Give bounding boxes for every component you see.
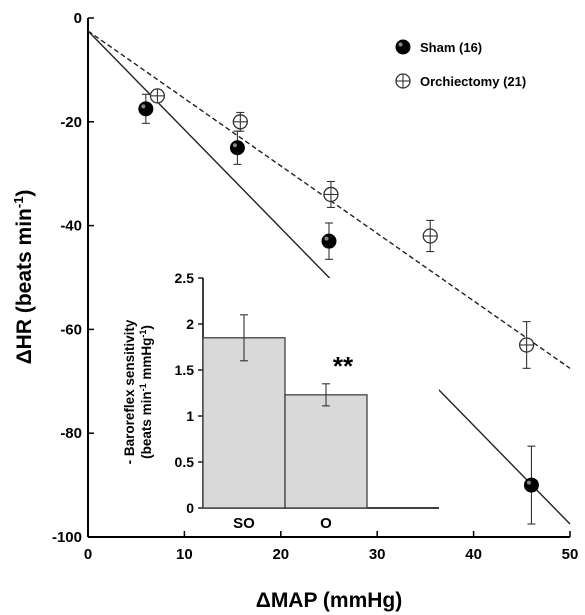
x-tick-label: 50 bbox=[562, 546, 579, 563]
x-tick-label: 10 bbox=[176, 546, 193, 563]
x-tick-label: 20 bbox=[272, 546, 289, 563]
legend-marker-crossed-circle bbox=[395, 73, 411, 89]
x-tick-label: 40 bbox=[465, 546, 482, 563]
y-tick-label: -20 bbox=[60, 114, 82, 131]
x-ticks: 0 10 20 30 40 50 bbox=[84, 531, 579, 563]
inset-bar-o bbox=[284, 394, 368, 509]
inset-error-bar bbox=[240, 314, 248, 362]
sham-data-point bbox=[138, 101, 154, 117]
legend-item-sham: Sham (16) bbox=[395, 39, 482, 55]
sham-fit-line bbox=[87, 30, 571, 525]
legend-sham-marker bbox=[395, 39, 411, 55]
orchiectomy-data-point bbox=[149, 88, 166, 104]
y-tick-label: -80 bbox=[60, 425, 82, 442]
inset-category-label: O bbox=[320, 515, 332, 532]
legend: Sham (16) Orchiectomy (21) bbox=[395, 39, 526, 89]
inset-bar-chart: 0 0.5 1 1.5 2 2.5 SO O ** - Baroreflex sensiti… bbox=[122, 270, 439, 532]
inset-y-axis-title-line1: - Baroreflex sensitivity bbox=[122, 319, 137, 464]
y-tick-label: -40 bbox=[60, 218, 82, 235]
orchiectomy-data-point bbox=[323, 186, 339, 203]
sham-data-point bbox=[523, 477, 539, 493]
inset-category-label: SO bbox=[233, 515, 255, 532]
fit-lines bbox=[87, 30, 571, 525]
inset-bar-so bbox=[202, 337, 286, 509]
orchiectomy-data-point bbox=[518, 337, 535, 353]
inset-y-tick-label: 2 bbox=[186, 316, 194, 332]
inset-y-tick-label: 1.5 bbox=[175, 362, 195, 378]
inset-error-bar bbox=[322, 383, 330, 407]
inset-y-ticks: 0 0.5 1 1.5 2 2.5 bbox=[175, 270, 203, 516]
x-tick-label: 30 bbox=[369, 546, 386, 563]
y-axis-title: ΔHR (beats min-1) bbox=[11, 190, 36, 365]
sham-data-point bbox=[321, 233, 337, 249]
y-ticks: 0 -20 -40 -60 -80 -100 bbox=[52, 10, 94, 546]
x-tick-label: 0 bbox=[84, 546, 92, 563]
inset-y-tick-label: 1 bbox=[186, 408, 194, 424]
inset-y-tick-label: 0.5 bbox=[175, 454, 195, 470]
y-tick-label: -60 bbox=[60, 321, 82, 338]
legend-orchiectomy-marker bbox=[395, 73, 411, 89]
legend-label-sham: Sham (16) bbox=[420, 40, 482, 55]
orchiectomy-fit-line bbox=[87, 30, 571, 369]
inset-y-tick-label: 2.5 bbox=[175, 270, 195, 286]
orchiectomy-data-point bbox=[232, 114, 248, 130]
orchiectomy-data-point bbox=[422, 228, 438, 244]
significance-annotation: ** bbox=[333, 351, 354, 381]
inset-bars: SO O bbox=[202, 314, 368, 532]
x-axis-title: ΔMAP (mmHg) bbox=[256, 589, 403, 612]
legend-marker-filled-circle bbox=[395, 39, 411, 55]
y-tick-label: 0 bbox=[74, 10, 82, 27]
inset-y-tick-label: 0 bbox=[186, 500, 194, 516]
inset-y-axis-title-line2: (beats min-1 mmHg-1) bbox=[138, 325, 154, 459]
sham-data-point bbox=[229, 140, 245, 156]
legend-item-orchiectomy: Orchiectomy (21) bbox=[395, 73, 526, 89]
legend-label-orchiectomy: Orchiectomy (21) bbox=[420, 74, 526, 89]
y-tick-label: -100 bbox=[52, 529, 82, 546]
